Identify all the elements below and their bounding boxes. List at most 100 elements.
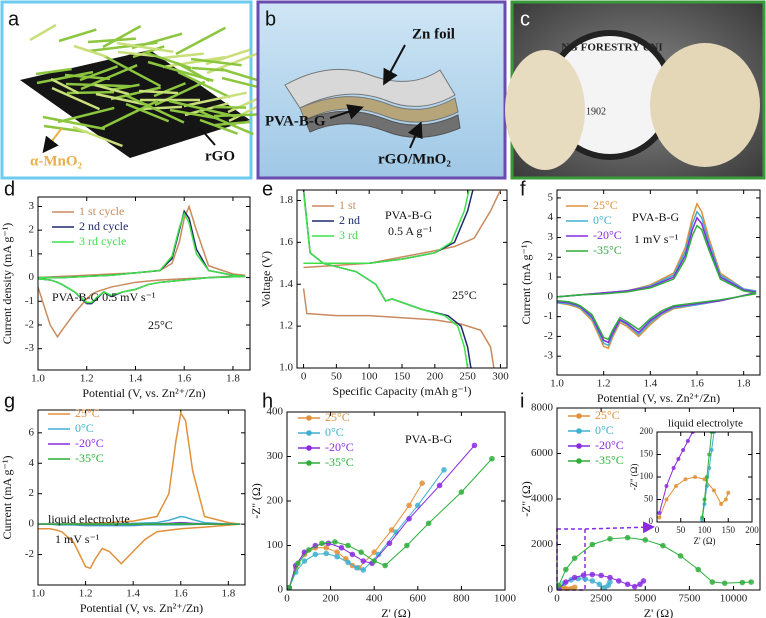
series-line [38,410,241,570]
y-tick-label: 50 [644,494,654,504]
legend-marker [576,413,582,419]
x-tick-label: 2500 [590,593,613,605]
zoom-arrow [584,521,655,534]
y-tick-label: -1 [544,310,553,322]
x-tick-label: 200 [745,525,759,535]
marker [607,579,613,585]
marker [312,551,319,558]
nanowire [57,106,115,124]
nanowire [72,125,123,148]
nanowire [212,105,247,109]
y-tick-label: 0 [278,584,284,596]
marker [709,579,716,585]
marker [563,579,569,585]
series-line [302,190,502,368]
y-tick-label: 8000 [531,402,554,414]
legend-label: 1 st [339,198,357,212]
axes-frame [556,189,761,376]
x-axis-label: Z' (Ω) [644,606,673,618]
nanowire [146,51,192,70]
marker [441,467,447,473]
x-tick-label: 10000 [720,593,748,605]
legend-label: 25°C [595,408,620,422]
x-tick-label: 150 [394,371,411,383]
y-tick-label: 2 [29,487,35,499]
y-tick-label: 150 [640,449,654,459]
marker [353,564,360,571]
marker [674,484,678,488]
y-axis-label: Voltage (V) [259,251,273,307]
y-axis-label: -Z'' (Ω) [249,483,263,519]
y-tick-label: 5 [548,191,554,203]
y-tick-label: 1 [29,247,35,259]
marker [704,475,709,479]
x-tick-label: 1.0 [550,378,564,390]
marker [660,542,666,549]
annotation: PVA-B-G [632,210,679,224]
plot-area [38,204,246,339]
y-tick-label: 2 [29,224,35,236]
x-axis-label: Potential (V, vs. Zn²⁺/Zn) [82,386,205,400]
y-tick-label: 1.6 [279,236,293,248]
x-tick-label: 1.2 [597,378,611,390]
axes-frame [556,407,761,591]
x-tick-label: 1.4 [129,373,143,385]
nanowire [29,23,57,42]
legend-label: -20°C [75,436,104,450]
legend-label: -20°C [595,438,624,452]
glove [650,43,760,167]
plot-area [557,534,754,590]
marker [642,537,649,543]
y-tick-label: 1.2 [279,320,293,332]
y-tick-label: 2 [548,251,554,263]
y-tick-label: 0 [548,290,554,302]
y-tick-label: 6000 [531,447,554,459]
marker [589,541,596,548]
x-tick-label: 1.2 [80,373,94,385]
marker [571,574,578,581]
marker [615,578,622,584]
series-line [557,202,757,350]
nanowire [183,91,247,108]
nanowire [58,28,97,43]
label: Zn foil [412,26,455,42]
legend-label: 0°C [325,425,344,439]
axes-frame [656,431,753,523]
y-tick-label: -3 [25,342,35,354]
x-tick-label: 1.6 [690,378,704,390]
nanowire [124,93,185,124]
marker [415,502,421,509]
legend-marker [576,428,582,434]
legend-label: 0°C [593,213,612,227]
y-tick-label: 3 [548,231,554,243]
y-tick-label: 6 [29,426,35,438]
x-tick-label: 7500 [678,593,701,605]
x-tick-label: 1.6 [174,588,188,600]
y-tick-label: 0 [29,518,35,530]
nanowire [168,99,237,118]
nanowire [177,70,231,99]
x-tick-label: 1.8 [221,588,235,600]
chart: 1.0 1.2 1.4 1.6 1.8 -3 -2 -1 0 1 2 3 4 5 Potential (V,… [519,178,761,405]
series-line [288,482,423,588]
marker [700,515,705,520]
marker [406,516,412,522]
x-axis-label: Potential (V, vs. Zn²⁺/Zn) [80,601,203,615]
nanowire [103,54,162,88]
marker [360,567,367,573]
marker [425,520,432,527]
x-axis-label: Specific Capacity (mAh g⁻¹) [333,384,472,398]
chart: 0 50 100 150 200 250 300 1.0 1.2 1.4 1.6 1.8 Specifi… [259,178,509,397]
marker [719,502,724,506]
axes-frame [37,409,246,586]
series-line [658,476,729,518]
nanowire [116,41,174,54]
nanowire [73,44,107,58]
marker [332,539,338,545]
marker [360,558,367,564]
annotation: 1 mV s⁻¹ [634,232,679,246]
marker [375,551,382,558]
legend-label: 3 rd cycle [79,234,126,248]
